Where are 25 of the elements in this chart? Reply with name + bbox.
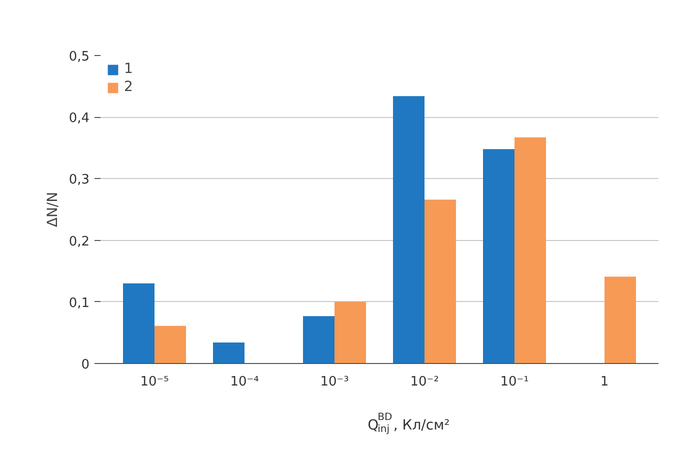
x-tick-label: 10⁻² xyxy=(410,374,439,390)
bar xyxy=(514,137,546,364)
y-tick-label: 0,3 xyxy=(68,172,90,188)
bar xyxy=(303,316,334,364)
legend-label: 2 xyxy=(124,79,134,95)
x-tick-label: 1 xyxy=(600,374,609,390)
bar xyxy=(483,149,514,364)
bar xyxy=(123,283,154,364)
bar xyxy=(424,200,456,364)
x-tick-label: 10⁻⁴ xyxy=(230,374,259,390)
x-tick-label: 10⁻¹ xyxy=(500,374,529,390)
x-tick-label: 10⁻⁵ xyxy=(140,374,169,390)
y-tick-label: 0,5 xyxy=(68,50,90,64)
y-tick-label: 0 xyxy=(81,358,90,372)
bar xyxy=(154,326,186,364)
bar xyxy=(604,276,636,364)
x-tick-label: 10⁻³ xyxy=(320,374,349,390)
y-tick-label: 0,1 xyxy=(68,296,90,311)
bar xyxy=(393,96,424,364)
y-axis-title: ΔN/N xyxy=(44,192,61,228)
bar xyxy=(213,342,244,364)
y-tick-label: 0,4 xyxy=(68,111,90,126)
bar xyxy=(334,302,366,364)
legend-label: 1 xyxy=(124,61,134,77)
y-tick-label: 0,2 xyxy=(68,234,90,250)
